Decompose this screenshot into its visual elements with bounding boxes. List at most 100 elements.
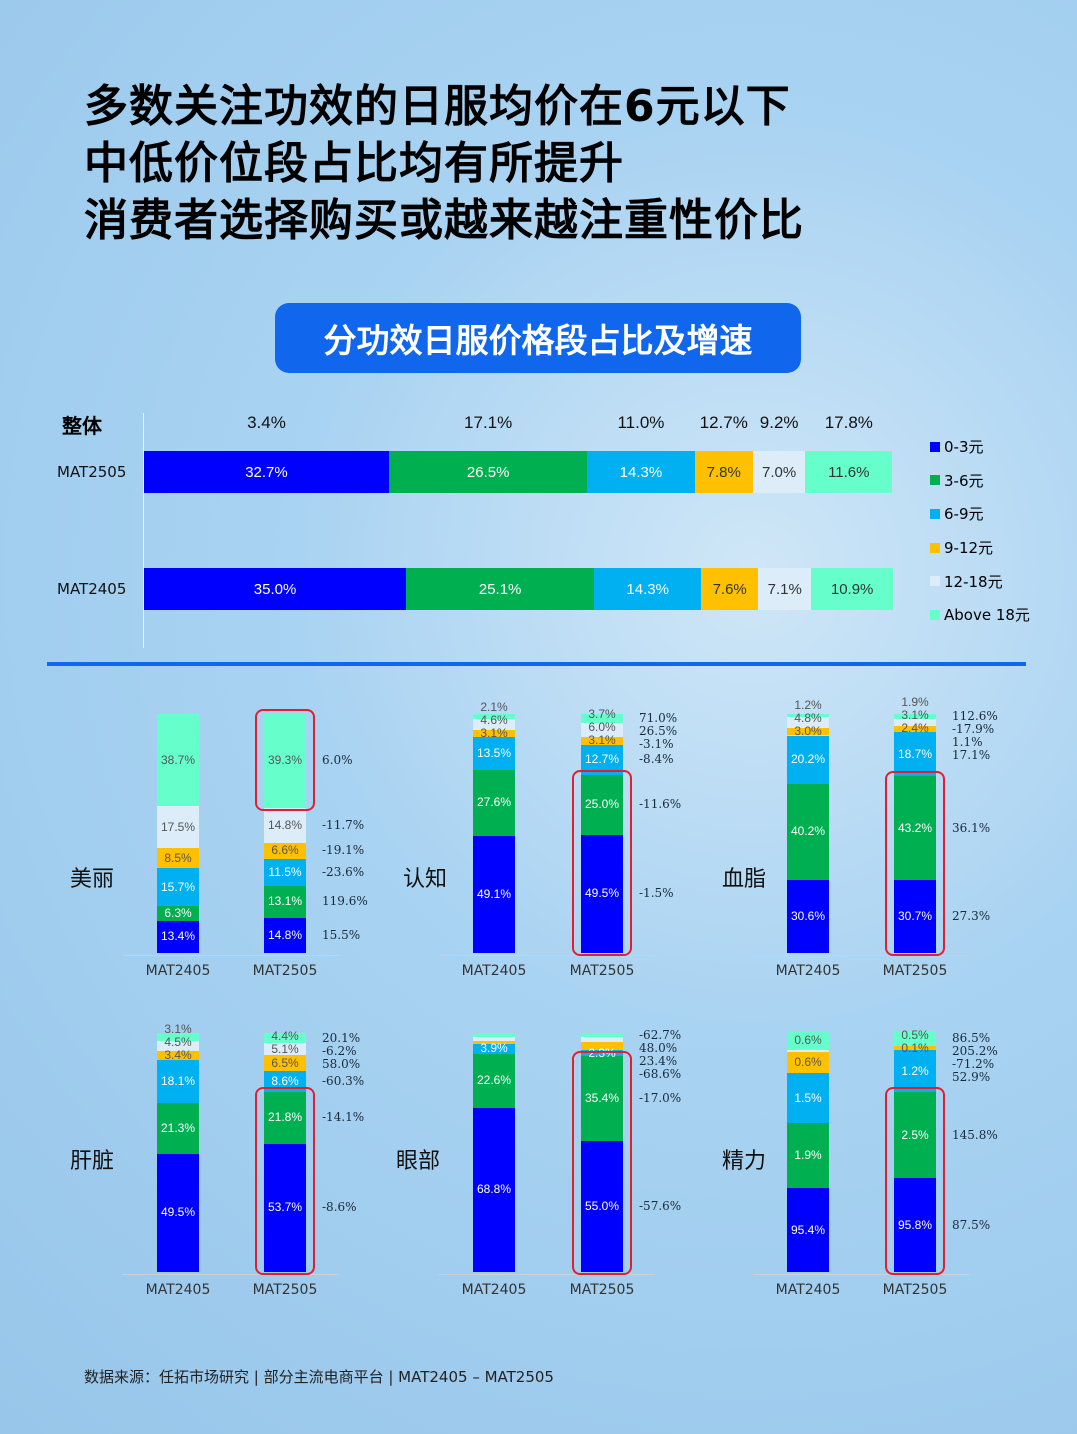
- growth-label: -8.4%: [639, 752, 674, 767]
- bar-segment: [787, 1188, 829, 1272]
- bar-segment: [264, 886, 306, 918]
- bar-segment-label: 13.4%: [160, 929, 196, 944]
- bar-segment-label: 12.7%: [584, 752, 620, 767]
- legend-item: 6-9元: [930, 497, 1030, 531]
- bar-segment: 7.1%: [758, 568, 812, 610]
- bar-segment-label: 11.5%: [268, 865, 302, 880]
- bar-segment: [787, 879, 829, 953]
- bar-segment: [264, 1055, 306, 1071]
- growth-label: 23.4%: [639, 1053, 678, 1068]
- growth-label: -60.3%: [322, 1073, 365, 1088]
- bar-segment-label: 5.1%: [271, 1041, 299, 1056]
- growth-label: 26.5%: [639, 723, 678, 738]
- bar-segment: [473, 714, 515, 720]
- bar-segment-label: 0.5%: [901, 1027, 929, 1042]
- bar-segment: [157, 920, 199, 953]
- bar-segment-label: 13.5%: [476, 746, 512, 761]
- bar-segment: [894, 1092, 936, 1178]
- bar-segment: [264, 858, 306, 887]
- bar-segment: [473, 1107, 515, 1272]
- bar-segment: [787, 1031, 829, 1050]
- bar-segment: 35.0%: [144, 568, 407, 610]
- x-axis: [123, 955, 339, 956]
- bar-segment: [157, 713, 199, 807]
- growth-label: 58.0%: [322, 1056, 361, 1071]
- bar-segment: [787, 1123, 829, 1188]
- headline-line-3: 消费者选择购买或越来越注重性价比: [84, 195, 804, 246]
- bar-segment: [581, 1037, 623, 1043]
- legend-label: Above 18元: [944, 606, 1030, 625]
- growth-label: 145.8%: [952, 1127, 998, 1142]
- bar-segment: 10.9%: [811, 568, 893, 610]
- bar-segment: [787, 1052, 829, 1073]
- x-axis: [439, 955, 655, 956]
- bar-segment-label: 8.5%: [164, 850, 192, 865]
- legend-item: 9-12元: [930, 531, 1030, 565]
- chart-title: 分功效日服价格段占比及增速: [275, 303, 801, 373]
- x-tick-label: MAT2505: [569, 963, 635, 979]
- bar-segment: [473, 1053, 515, 1108]
- growth-label: 17.1%: [464, 413, 513, 432]
- legend-label: 0-3元: [944, 438, 984, 457]
- bar-segment: [894, 879, 936, 953]
- bar-segment-label: 3.1%: [164, 1021, 192, 1036]
- bar-segment-label: 49.5%: [160, 1205, 196, 1220]
- bar-segment: [581, 737, 623, 745]
- bar-segment-label: 38.7%: [160, 752, 196, 767]
- bar-segment-label: 49.5%: [584, 886, 620, 901]
- growth-label: 27.3%: [952, 908, 991, 923]
- legend-swatch: [930, 508, 940, 519]
- growth-label: -8.6%: [322, 1200, 357, 1215]
- bar-segment: 32.7%: [144, 451, 389, 493]
- bar-segment: [894, 731, 936, 777]
- stacked-bar: 32.7% 26.5% 14.3% 7.8% 7.0% 11.6%: [144, 451, 893, 493]
- x-tick-label: MAT2405: [775, 963, 841, 979]
- bar-segment-label: 6.5%: [271, 1055, 299, 1070]
- bar-segment: [894, 776, 936, 880]
- x-tick-label: MAT2505: [882, 963, 948, 979]
- x-tick-label: MAT2405: [145, 1282, 211, 1298]
- growth-label: 20.1%: [322, 1030, 361, 1045]
- bar-segment-label: 53.7%: [267, 1200, 303, 1215]
- bar-segment: 25.1%: [406, 568, 595, 610]
- x-tick-label: MAT2505: [252, 963, 318, 979]
- bar-segment-label: 4.5%: [164, 1034, 192, 1049]
- growth-label: 119.6%: [322, 894, 368, 909]
- bar-segment: [473, 1041, 515, 1045]
- growth-label: 11.0%: [617, 413, 665, 432]
- bar-segment: [157, 1153, 199, 1272]
- bar-segment-label: 13.1%: [267, 894, 303, 909]
- growth-label: -11.7%: [322, 817, 365, 832]
- bar-segment: [157, 806, 199, 849]
- bar-segment-label: 4.8%: [794, 711, 822, 726]
- growth-label: -71.2%: [952, 1057, 995, 1071]
- source-note: 数据来源：任拓市场研究 | 部分主流电商平台 | MAT2405 – MAT25…: [84, 1368, 554, 1386]
- bar-segment-label: 14.8%: [267, 927, 303, 942]
- bar-segment: [473, 835, 515, 953]
- bar-segment: [581, 1033, 623, 1038]
- bar-segment: [157, 1040, 199, 1052]
- bar-segment: [473, 730, 515, 738]
- legend-label: 9-12元: [944, 539, 994, 558]
- bar-segment-label: 4.4%: [271, 1028, 299, 1043]
- x-axis: [753, 955, 969, 956]
- bar-segment: [894, 725, 936, 732]
- bar-segment-label: 15.7%: [160, 879, 196, 894]
- bar-segment-label: 25.0%: [584, 797, 620, 812]
- bar-segment: [787, 1050, 829, 1052]
- bar-segment-label: 18.1%: [160, 1073, 196, 1088]
- growth-label: -6.2%: [322, 1043, 357, 1058]
- bar-segment-label: 4.6%: [480, 713, 508, 728]
- bar-segment: [473, 1044, 515, 1054]
- highlight-box: [885, 771, 945, 956]
- bar-segment-label: 18.7%: [897, 746, 933, 761]
- bar-segment-label: 22.6%: [476, 1073, 512, 1088]
- growth-label: -57.6%: [639, 1198, 682, 1213]
- bar-segment-label: 1.2%: [901, 1063, 929, 1078]
- bar-segment-label: 1.9%: [901, 695, 929, 710]
- bar-segment: [473, 1033, 515, 1038]
- legend-swatch: [930, 441, 940, 452]
- highlight-box: [255, 1086, 315, 1275]
- x-tick-label: MAT2405: [775, 1282, 841, 1298]
- bar-segment: [264, 1032, 306, 1044]
